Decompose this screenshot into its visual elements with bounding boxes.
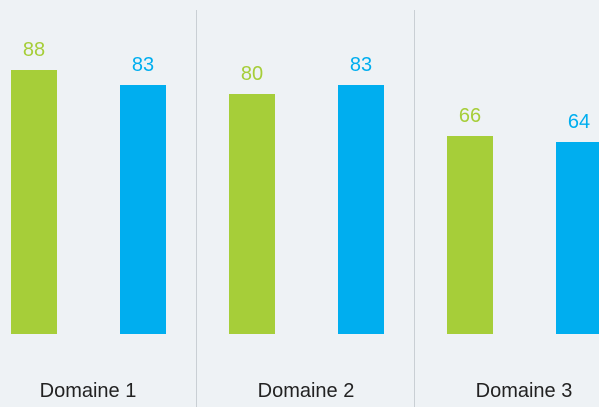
bar xyxy=(447,136,493,334)
data-label: 80 xyxy=(241,63,263,85)
data-label: 64 xyxy=(568,111,590,133)
bar xyxy=(120,85,166,334)
bar xyxy=(11,70,57,334)
data-label: 88 xyxy=(23,39,45,61)
data-label: 83 xyxy=(132,54,154,76)
x-tick-label: Domaine 2 xyxy=(258,380,355,402)
x-tick-label: Domaine 1 xyxy=(40,380,137,402)
bar xyxy=(338,85,384,334)
data-label: 83 xyxy=(350,54,372,76)
bar xyxy=(229,94,275,334)
bar xyxy=(556,142,599,334)
data-label: 66 xyxy=(459,105,481,127)
x-tick-label: Domaine 3 xyxy=(476,380,573,402)
